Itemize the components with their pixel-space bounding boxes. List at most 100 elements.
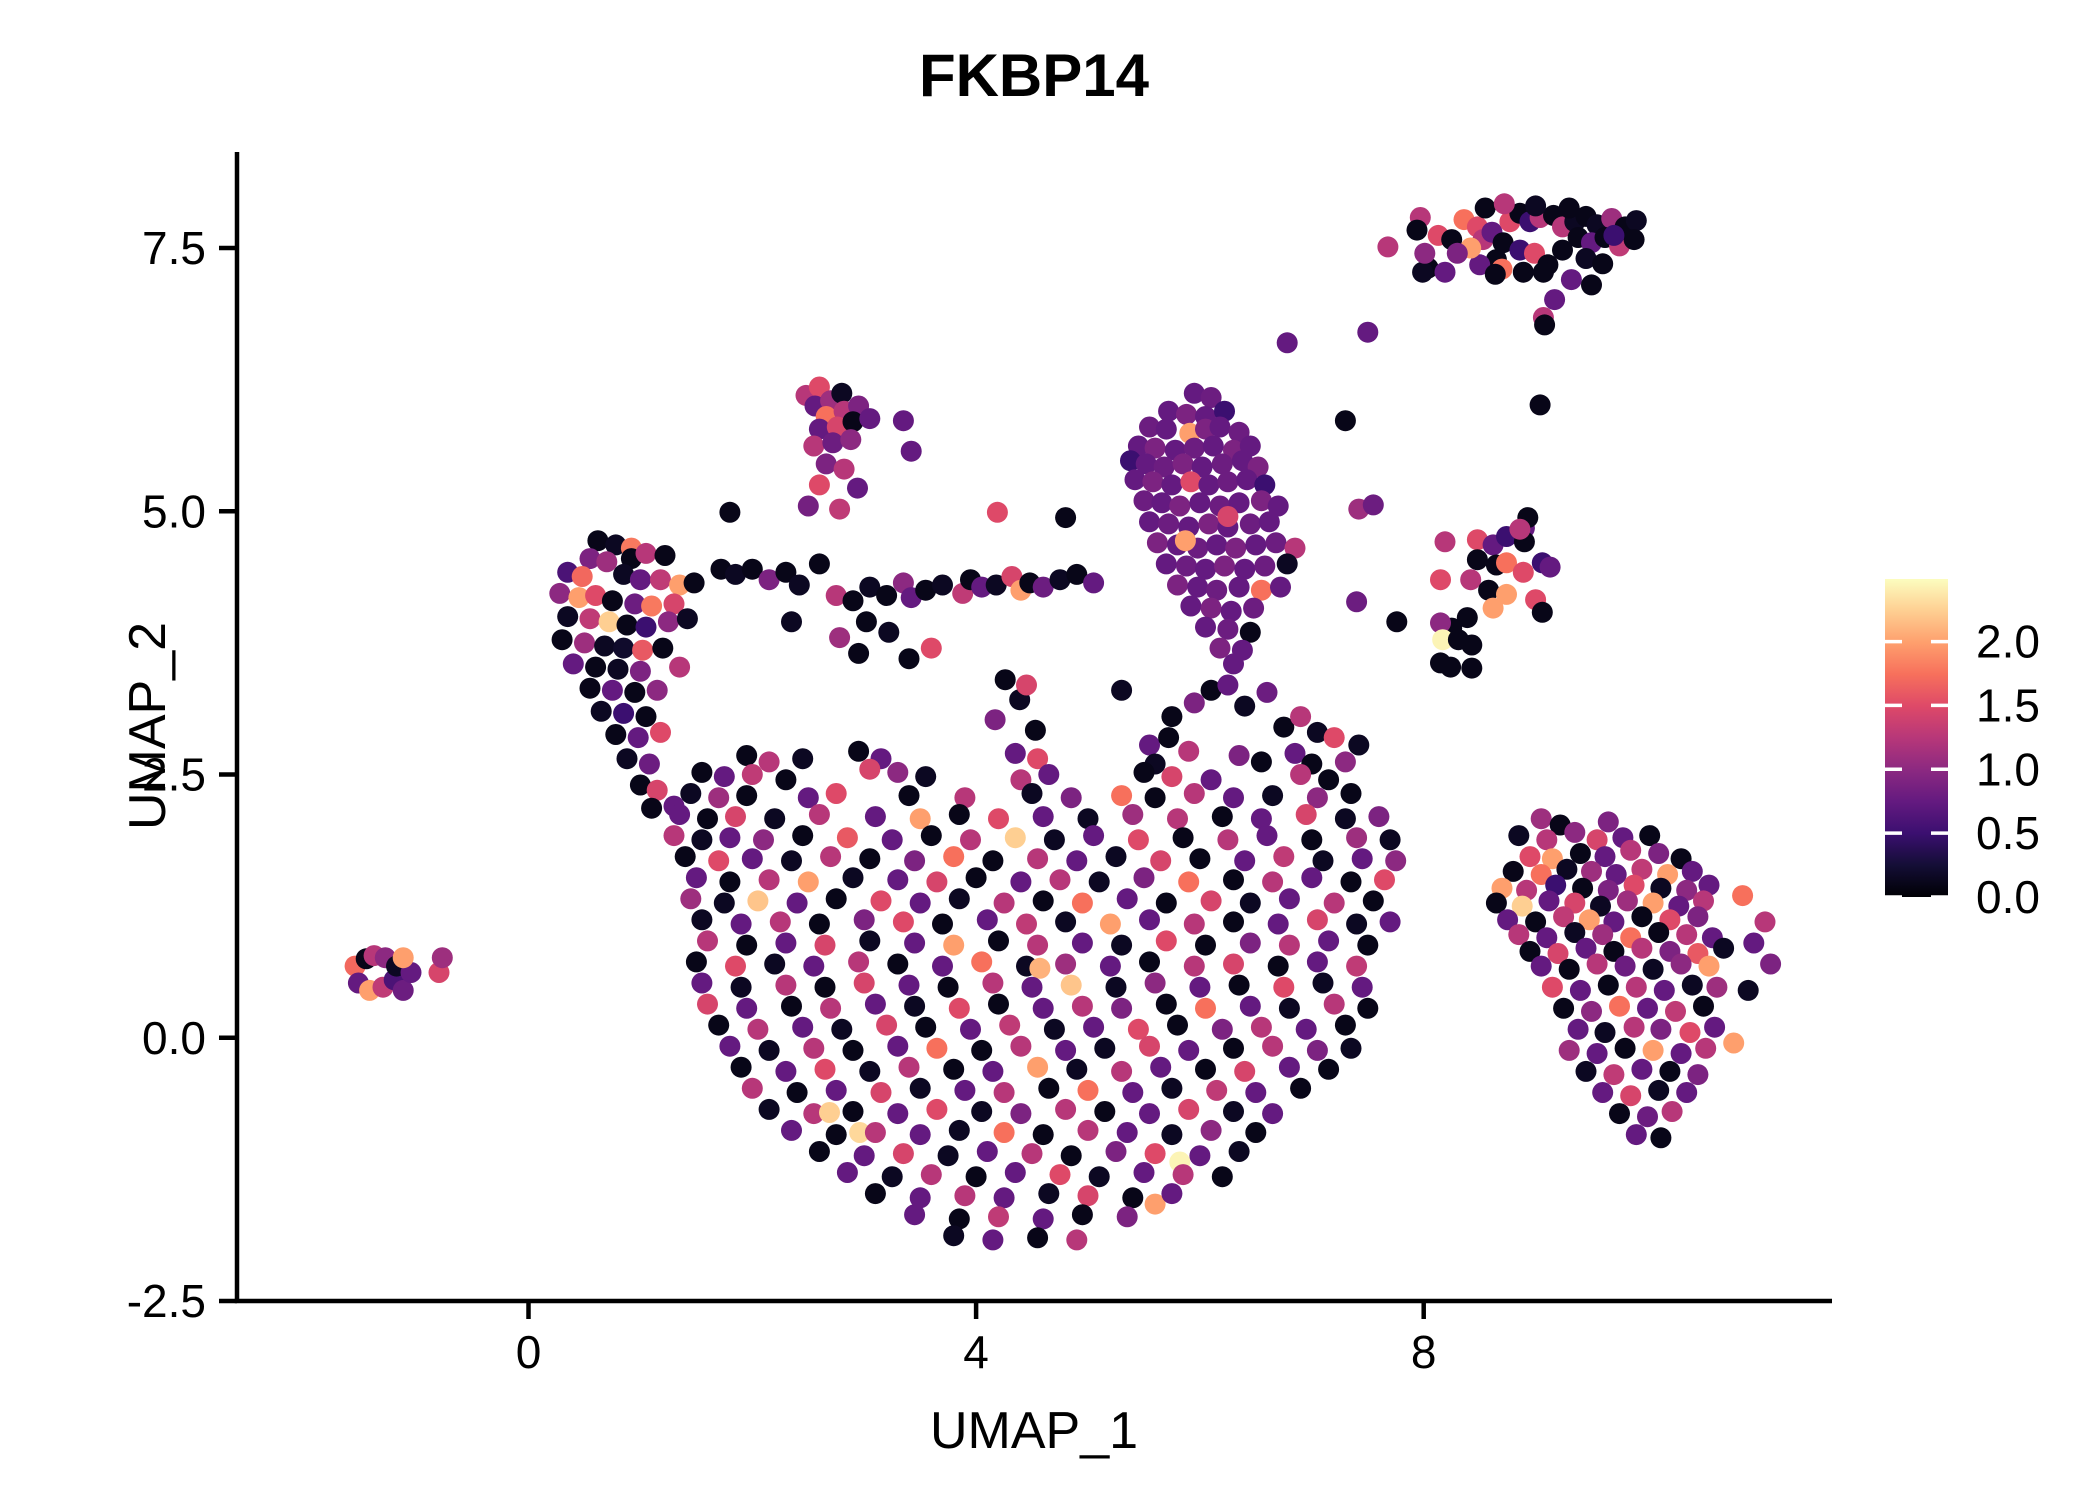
data-point bbox=[1200, 890, 1222, 912]
data-point bbox=[1284, 742, 1306, 764]
x-tick-label: 0 bbox=[516, 1326, 542, 1378]
data-point bbox=[926, 1037, 948, 1059]
data-point bbox=[1642, 958, 1664, 980]
data-point bbox=[1055, 911, 1077, 933]
data-point bbox=[646, 679, 668, 701]
data-point bbox=[786, 892, 808, 914]
data-point bbox=[1267, 495, 1289, 517]
data-point bbox=[1214, 400, 1235, 422]
data-point bbox=[641, 595, 663, 617]
data-point bbox=[758, 569, 780, 591]
data-point bbox=[825, 888, 847, 910]
data-point bbox=[1631, 906, 1653, 928]
data-point bbox=[993, 1082, 1015, 1103]
data-point bbox=[1456, 607, 1478, 629]
data-point bbox=[652, 637, 674, 659]
data-point bbox=[1155, 892, 1177, 914]
data-point bbox=[1530, 955, 1552, 977]
data-point bbox=[1189, 848, 1211, 870]
data-point bbox=[1217, 674, 1239, 696]
x-axis-ticks: 0 4 8 bbox=[516, 1301, 1436, 1378]
data-point bbox=[1631, 858, 1653, 880]
data-point bbox=[1234, 1060, 1256, 1082]
data-point bbox=[965, 867, 987, 889]
data-point bbox=[1172, 827, 1194, 849]
data-point bbox=[775, 932, 797, 954]
data-point bbox=[1512, 561, 1534, 583]
data-point bbox=[781, 1119, 802, 1141]
data-point bbox=[999, 1014, 1021, 1036]
data-point bbox=[1209, 637, 1231, 659]
data-point bbox=[691, 909, 713, 931]
data-point bbox=[909, 1187, 931, 1209]
data-point bbox=[1625, 210, 1647, 232]
data-point bbox=[993, 1187, 1015, 1209]
data-point bbox=[960, 1018, 981, 1040]
data-point bbox=[1200, 769, 1222, 791]
data-point bbox=[1139, 909, 1160, 931]
data-point bbox=[680, 888, 702, 910]
data-point bbox=[943, 1058, 965, 1080]
data-point bbox=[1659, 1060, 1681, 1082]
data-point bbox=[887, 1103, 909, 1125]
data-point bbox=[1532, 261, 1554, 283]
data-point bbox=[1144, 972, 1166, 994]
data-point bbox=[1374, 869, 1395, 891]
data-point bbox=[1055, 507, 1077, 529]
data-point bbox=[1623, 874, 1645, 896]
data-point bbox=[1623, 1016, 1645, 1038]
data-point bbox=[1312, 850, 1334, 872]
data-point bbox=[926, 1098, 948, 1120]
data-point bbox=[1144, 1143, 1166, 1165]
data-point bbox=[1569, 843, 1591, 864]
data-point bbox=[1603, 1064, 1625, 1086]
data-point bbox=[887, 953, 909, 975]
data-point bbox=[590, 700, 612, 722]
data-point bbox=[1206, 1079, 1228, 1101]
data-point bbox=[758, 1039, 780, 1061]
data-point bbox=[1541, 848, 1563, 870]
data-point bbox=[1485, 892, 1507, 914]
data-point bbox=[1351, 976, 1373, 998]
data-point bbox=[1161, 474, 1183, 496]
data-point bbox=[1301, 829, 1323, 851]
data-point bbox=[1603, 224, 1625, 246]
data-point bbox=[1223, 1037, 1244, 1059]
data-point bbox=[741, 764, 763, 785]
data-point bbox=[1278, 934, 1300, 956]
data-point bbox=[1430, 612, 1451, 634]
data-point bbox=[948, 997, 970, 1019]
data-point bbox=[1223, 787, 1244, 809]
data-point bbox=[1357, 934, 1379, 956]
data-point bbox=[1334, 410, 1356, 432]
y-tick-label: 0.0 bbox=[142, 1012, 206, 1064]
data-point bbox=[758, 751, 780, 773]
data-point bbox=[842, 1039, 864, 1061]
data-point bbox=[803, 955, 825, 977]
data-point bbox=[932, 913, 953, 935]
data-point bbox=[1245, 534, 1267, 556]
data-point bbox=[1334, 808, 1356, 830]
data-point bbox=[1027, 748, 1049, 770]
data-point bbox=[1525, 911, 1547, 933]
data-point bbox=[708, 1014, 730, 1036]
data-point bbox=[792, 825, 814, 847]
data-point bbox=[1687, 1064, 1709, 1086]
data-point bbox=[1105, 846, 1127, 868]
data-point bbox=[814, 976, 836, 998]
data-point bbox=[909, 1124, 931, 1146]
data-point bbox=[708, 787, 730, 809]
data-point bbox=[808, 913, 830, 935]
data-point bbox=[650, 569, 671, 591]
data-point bbox=[1029, 957, 1051, 979]
data-point bbox=[1723, 1032, 1745, 1054]
data-point bbox=[1209, 416, 1231, 438]
data-point bbox=[1493, 193, 1515, 215]
data-point bbox=[691, 972, 713, 994]
data-point bbox=[1508, 825, 1530, 847]
data-point bbox=[663, 825, 685, 847]
data-point bbox=[1071, 892, 1093, 914]
data-point bbox=[1698, 955, 1720, 977]
data-point bbox=[1172, 453, 1194, 475]
